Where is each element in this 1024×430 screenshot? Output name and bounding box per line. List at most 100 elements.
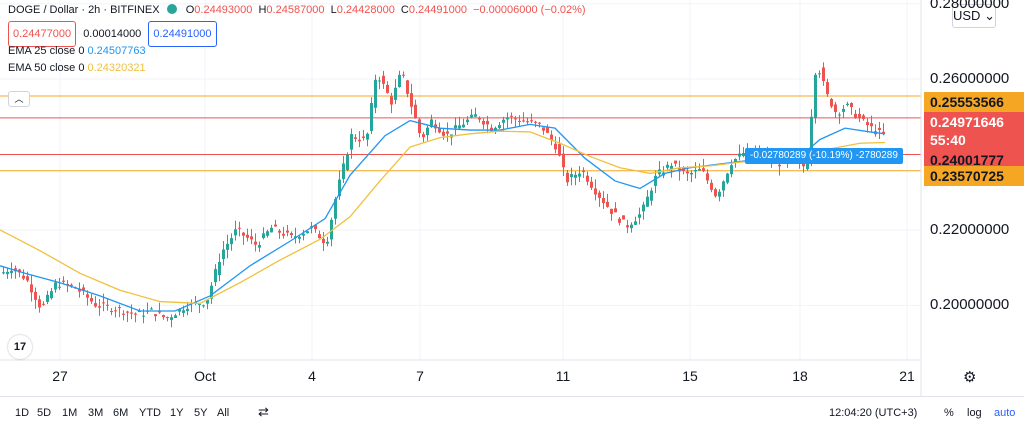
candle-body <box>322 238 325 243</box>
ema25-row[interactable]: EMA 25 close 0 0.24507763 <box>8 43 589 60</box>
candle-body <box>406 80 409 94</box>
timeframe-button[interactable]: 5D <box>37 407 52 419</box>
candle-body <box>550 134 553 141</box>
timeframe-button[interactable]: 5Y <box>194 407 208 419</box>
y-tick-label: 0.20000000 <box>930 296 1010 314</box>
candle-body <box>110 311 113 313</box>
candle-body <box>590 181 593 188</box>
price-chart[interactable] <box>0 0 1024 396</box>
candle-body <box>814 74 817 118</box>
candle-body <box>570 174 573 178</box>
candle-body <box>494 127 497 131</box>
bid-button[interactable]: 0.24477000 <box>8 21 77 47</box>
candle-body <box>106 304 109 306</box>
candle-body <box>26 276 29 281</box>
timeframe-button[interactable]: All <box>217 407 230 419</box>
ohlc-low-key: L <box>330 4 337 16</box>
candle-body <box>210 285 213 299</box>
candle-body <box>486 120 489 125</box>
tradingview-logo[interactable]: 17 <box>8 335 32 359</box>
x-tick-label: 27 <box>52 368 68 384</box>
candle-body <box>338 179 341 197</box>
candle-body <box>226 243 229 250</box>
candle-body <box>554 143 557 150</box>
candle-body <box>366 133 369 140</box>
candle-body <box>302 233 305 236</box>
candle-body <box>870 123 873 127</box>
currency-select[interactable]: USD ⌄ <box>952 4 996 28</box>
candle-body <box>634 221 637 225</box>
candle-body <box>90 298 93 302</box>
candle-body <box>646 196 649 207</box>
candle-body <box>726 173 729 183</box>
candle-body <box>70 284 73 286</box>
price-axis-badge: 0.23570725 <box>924 166 1024 186</box>
candle-body <box>418 119 421 133</box>
gear-icon[interactable]: ⚙ <box>963 369 977 386</box>
candle-body <box>538 122 541 124</box>
candle-body <box>422 134 425 138</box>
candle-body <box>846 103 849 105</box>
measure-label: -0.02780289 (-10.19%) -2780289 <box>745 148 903 164</box>
y-tick-label: 0.28000000 <box>930 0 1010 12</box>
candle-body <box>334 199 337 219</box>
candle-body <box>546 127 549 133</box>
y-tick-label: 0.22000000 <box>930 220 1010 238</box>
candle-body <box>130 312 133 314</box>
candle-body <box>286 230 289 233</box>
candle-body <box>578 173 581 177</box>
candle-body <box>170 317 173 320</box>
timeframe-button[interactable]: YTD <box>139 407 161 419</box>
candle-body <box>166 317 169 319</box>
candle-body <box>718 191 721 197</box>
candle-body <box>126 311 129 313</box>
candle-body <box>630 224 633 229</box>
candle-body <box>610 208 613 214</box>
candle-body <box>306 231 309 234</box>
bottom-toolbar: 1D 5D 1M 3M 6M YTD 1Y 5Y All ⇄ 12:04:20 (UTC+3) … <box>0 396 1024 430</box>
candle-body <box>22 275 25 279</box>
candle-body <box>186 308 189 312</box>
candle-body <box>34 291 37 300</box>
candle-body <box>686 171 689 174</box>
clock[interactable]: 12:04:20 (UTC+3) <box>829 407 918 419</box>
timeframe-button[interactable]: 3M <box>88 407 104 419</box>
candle-body <box>254 241 257 245</box>
candle-body <box>134 313 137 315</box>
x-tick-label: 7 <box>416 368 424 384</box>
candle-body <box>810 116 813 160</box>
percent-scale-button[interactable]: % <box>944 407 954 419</box>
candle-body <box>602 197 605 204</box>
date-range-icon[interactable]: ⇄ <box>258 404 269 419</box>
ohlc-low-value: 0.24428000 <box>336 4 395 16</box>
candle-body <box>778 164 781 167</box>
candle-body <box>826 82 829 95</box>
candle-body <box>374 79 377 108</box>
candle-body <box>258 245 261 248</box>
candle-body <box>370 103 373 131</box>
candle-body <box>270 227 273 233</box>
candle-body <box>542 127 545 131</box>
candle-body <box>38 299 41 308</box>
auto-scale-button[interactable]: auto <box>994 407 1016 419</box>
candle-body <box>882 131 885 134</box>
candle-body <box>666 164 669 168</box>
symbol-title[interactable]: DOGE / Dollar · 2h · BITFINEX <box>8 4 160 16</box>
candle-body <box>82 287 85 291</box>
candle-body <box>358 139 361 142</box>
candle-body <box>66 283 69 286</box>
timeframe-button[interactable]: 1M <box>62 407 78 419</box>
timeframe-button[interactable]: 1Y <box>170 407 184 419</box>
candle-body <box>10 270 13 274</box>
ask-button[interactable]: 0.24491000 <box>148 21 217 47</box>
candle-body <box>526 121 529 123</box>
ema50-row[interactable]: EMA 50 close 0 0.24320321 <box>8 60 589 77</box>
collapse-legend-chevron-icon[interactable]: ︿ <box>8 91 30 107</box>
timeframe-button[interactable]: 1D <box>15 407 30 419</box>
candle-body <box>390 96 393 105</box>
candle-body <box>218 261 221 276</box>
timeframe-button[interactable]: 6M <box>113 407 129 419</box>
log-scale-button[interactable]: log <box>967 407 982 419</box>
currency-label: USD <box>953 8 981 23</box>
candle-body <box>654 175 657 186</box>
